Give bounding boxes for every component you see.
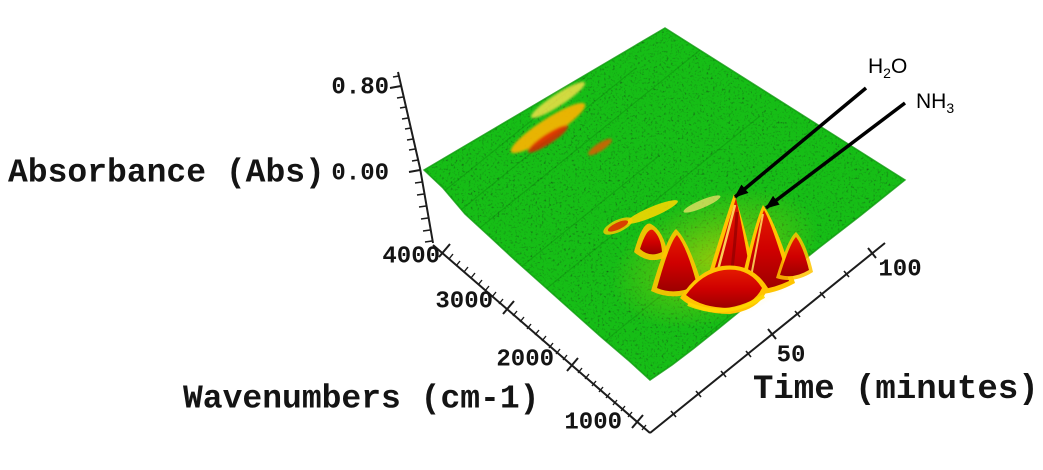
wavenumber-tick-3000: 3000 (435, 288, 493, 316)
absorbance-axis-title: Absorbance (Abs) (8, 154, 325, 192)
time-axis-minor-ticks (670, 270, 850, 418)
surface-edge (422, 27, 907, 381)
time-axis-line (649, 242, 886, 434)
time-tick-50: 50 (776, 342, 806, 370)
front-red-mass (680, 265, 768, 314)
right-ridge (776, 232, 813, 280)
h2o-label: H2O (868, 55, 908, 82)
z-axis-major-ticks (389, 85, 421, 173)
weak-band-streaks (510, 81, 612, 156)
h2o-arrow (733, 86, 868, 199)
wavenumber-tick-1000: 1000 (564, 409, 622, 437)
absorbance-tick-0.80: 0.80 (331, 74, 389, 102)
z-axis (389, 71, 434, 244)
time-axis (649, 242, 886, 434)
time-axis-major-ticks (767, 247, 877, 340)
peak-cluster (510, 81, 819, 329)
wavenumber-tick-4000: 4000 (382, 243, 440, 271)
wavenumber-axis-line (432, 244, 651, 434)
time-axis-title: Time (minutes) (753, 371, 1039, 409)
wavenumber-tick-2000: 2000 (496, 346, 554, 374)
left-small-ridge (634, 223, 668, 261)
z-axis-minor-ticks (392, 75, 433, 243)
wavenumber-axis-major-ticks (438, 243, 644, 429)
wavenumbers-axis-title: Wavenumbers (cm-1) (183, 380, 540, 418)
wavenumber-axis-minor-ticks (448, 253, 647, 431)
time-tick-100: 100 (878, 256, 922, 284)
cluster-streak (607, 220, 629, 232)
z-axis-line (397, 71, 434, 244)
nh3-label: NH3 (916, 90, 955, 117)
cluster-streak (626, 200, 678, 224)
cluster-streak (683, 195, 721, 213)
left-ridge (651, 229, 703, 297)
wavenumber-axis (432, 243, 651, 434)
annotation-arrows (733, 86, 907, 210)
absorbance-tick-0.00: 0.00 (331, 160, 389, 188)
nh3-arrow (764, 101, 907, 210)
